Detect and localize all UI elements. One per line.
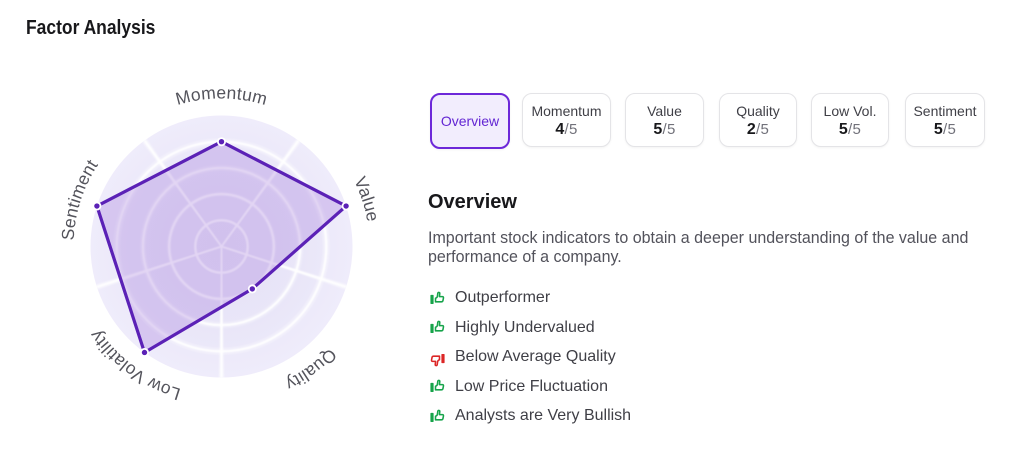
svg-text:Momentum: Momentum	[173, 82, 269, 108]
svg-text:Value: Value	[350, 173, 383, 223]
